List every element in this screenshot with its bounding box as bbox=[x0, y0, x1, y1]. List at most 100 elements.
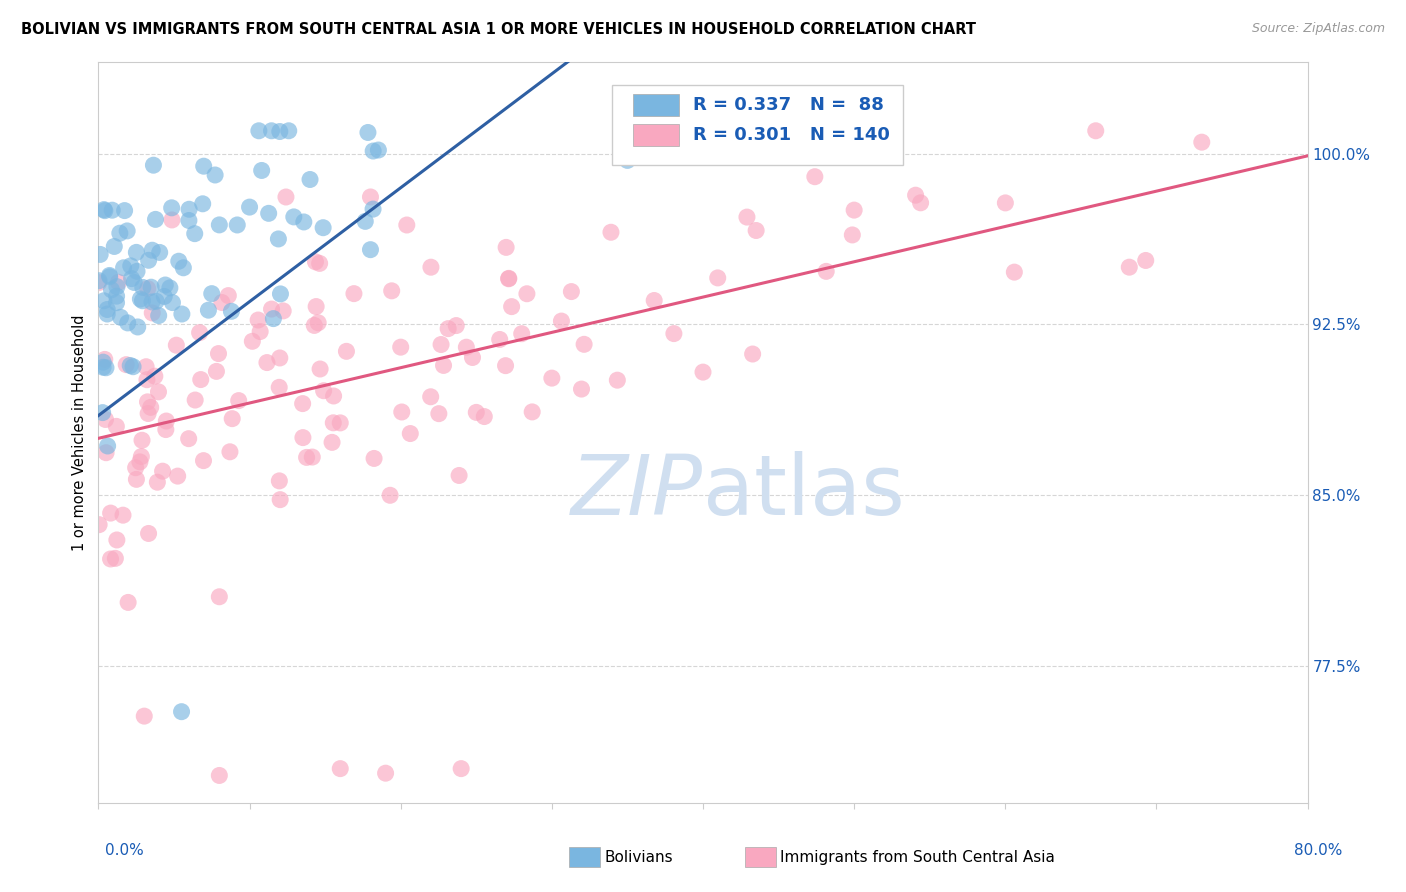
Point bbox=[430, 337, 453, 351]
Point bbox=[239, 200, 262, 214]
Point bbox=[994, 195, 1017, 210]
Point bbox=[145, 294, 167, 309]
Point bbox=[141, 295, 163, 310]
Point bbox=[299, 172, 322, 186]
Point bbox=[193, 453, 215, 467]
Point bbox=[91, 360, 114, 375]
Point bbox=[155, 414, 177, 428]
Point bbox=[87, 276, 110, 290]
Point bbox=[312, 384, 335, 398]
Point bbox=[94, 203, 117, 218]
Point bbox=[125, 264, 148, 278]
Point bbox=[600, 225, 623, 239]
Point bbox=[269, 124, 291, 138]
Point bbox=[844, 203, 866, 218]
Point bbox=[360, 190, 382, 204]
Point bbox=[139, 401, 162, 415]
Text: BOLIVIAN VS IMMIGRANTS FROM SOUTH CENTRAL ASIA 1 OR MORE VEHICLES IN HOUSEHOLD C: BOLIVIAN VS IMMIGRANTS FROM SOUTH CENTRA… bbox=[21, 22, 976, 37]
Point bbox=[87, 274, 110, 288]
Point bbox=[283, 210, 305, 224]
Point bbox=[495, 359, 517, 373]
Point bbox=[208, 768, 231, 782]
Point bbox=[177, 213, 200, 227]
Point bbox=[904, 188, 927, 202]
Point bbox=[495, 240, 517, 254]
Point bbox=[361, 202, 384, 216]
Point bbox=[141, 306, 163, 320]
Point bbox=[301, 450, 323, 464]
Point bbox=[456, 340, 478, 354]
Point bbox=[108, 226, 131, 240]
Point bbox=[329, 762, 352, 776]
Text: Source: ZipAtlas.com: Source: ZipAtlas.com bbox=[1251, 22, 1385, 36]
Point bbox=[271, 304, 294, 318]
Point bbox=[131, 293, 153, 308]
Point bbox=[1002, 265, 1025, 279]
Point bbox=[146, 475, 169, 490]
Point bbox=[221, 411, 243, 425]
Point bbox=[128, 455, 150, 469]
Point bbox=[100, 283, 122, 297]
Point bbox=[91, 406, 114, 420]
Point bbox=[856, 124, 879, 138]
Text: R = 0.301   N = 140: R = 0.301 N = 140 bbox=[693, 126, 890, 144]
Point bbox=[269, 287, 291, 301]
Point bbox=[389, 340, 412, 354]
Point bbox=[94, 352, 117, 367]
Point bbox=[132, 280, 155, 294]
Point bbox=[363, 451, 385, 466]
Point bbox=[124, 460, 146, 475]
Point bbox=[329, 416, 352, 430]
Point bbox=[155, 423, 177, 437]
Point bbox=[361, 144, 384, 158]
Point bbox=[444, 318, 467, 333]
Point bbox=[122, 359, 145, 374]
Point bbox=[419, 390, 441, 404]
Point bbox=[160, 213, 183, 227]
Point bbox=[170, 705, 193, 719]
Point bbox=[114, 203, 136, 218]
Point bbox=[226, 218, 249, 232]
Point bbox=[98, 269, 121, 284]
Point bbox=[461, 351, 484, 365]
Point bbox=[540, 371, 562, 385]
Point bbox=[662, 326, 685, 341]
Point bbox=[782, 124, 804, 138]
Point bbox=[166, 469, 188, 483]
Point bbox=[269, 492, 291, 507]
Point bbox=[201, 286, 224, 301]
Point bbox=[162, 295, 184, 310]
Text: 80.0%: 80.0% bbox=[1295, 843, 1343, 858]
Point bbox=[125, 245, 148, 260]
Point bbox=[191, 196, 214, 211]
Point bbox=[735, 210, 758, 224]
Point bbox=[354, 214, 377, 228]
Point bbox=[260, 301, 283, 316]
Point bbox=[100, 552, 122, 566]
Point bbox=[260, 124, 283, 138]
Point bbox=[149, 245, 172, 260]
Point bbox=[343, 286, 366, 301]
Point bbox=[98, 268, 121, 283]
Point bbox=[262, 311, 284, 326]
Point bbox=[138, 253, 160, 268]
Point bbox=[692, 365, 714, 379]
Point bbox=[101, 203, 124, 218]
Point bbox=[510, 326, 533, 341]
Point bbox=[420, 260, 443, 275]
Point bbox=[472, 409, 495, 424]
Text: Bolivians: Bolivians bbox=[605, 850, 673, 864]
Point bbox=[110, 310, 132, 325]
Y-axis label: 1 or more Vehicles in Household: 1 or more Vehicles in Household bbox=[72, 314, 87, 551]
Point bbox=[120, 359, 142, 373]
Point bbox=[93, 202, 115, 217]
Point bbox=[148, 309, 170, 323]
Point bbox=[104, 551, 127, 566]
Point bbox=[498, 272, 520, 286]
Point bbox=[115, 224, 138, 238]
Point bbox=[322, 416, 344, 430]
Point bbox=[131, 450, 153, 464]
Point bbox=[145, 212, 167, 227]
Point bbox=[550, 314, 572, 328]
Point bbox=[120, 259, 142, 273]
